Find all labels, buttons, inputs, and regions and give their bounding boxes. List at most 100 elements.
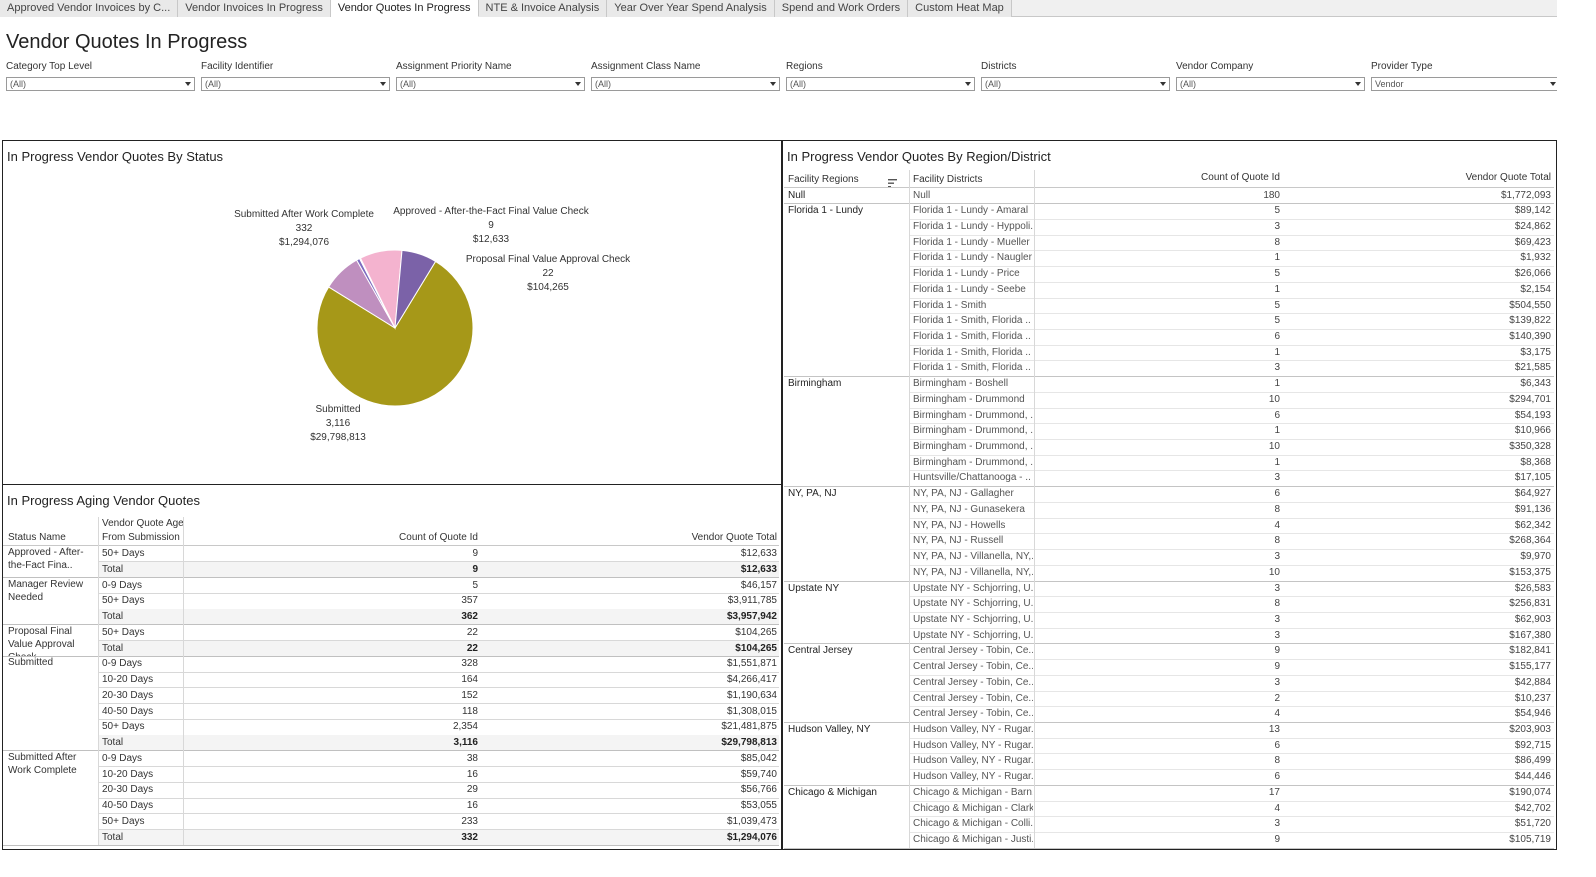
count-value: 118 [462, 705, 478, 717]
district-name: NY, PA, NJ - Villanella, NY,.. [913, 566, 1033, 578]
status-pie-chart[interactable] [3, 141, 782, 485]
total-value: $12,633 [740, 548, 777, 559]
chevron-down-icon[interactable] [965, 82, 971, 86]
total-value: $268,364 [1509, 535, 1551, 547]
row-divider [909, 250, 1554, 252]
age-bucket: 50+ Days [102, 721, 145, 733]
count-value: 6 [1274, 771, 1280, 783]
count-value: 328 [461, 658, 478, 670]
count-value: 29 [466, 784, 478, 796]
chevron-down-icon[interactable] [380, 82, 386, 86]
filter-dropdown[interactable]: (All) [6, 77, 195, 91]
total-value: $1,039,473 [726, 815, 777, 827]
filter-dropdown[interactable]: (All) [396, 77, 585, 91]
count-value: 3 [1274, 472, 1280, 484]
age-bucket: 0-9 Days [102, 658, 143, 670]
chevron-down-icon[interactable] [185, 82, 191, 86]
pie-label-submitted-after-work-complete: Submitted After Work Complete 332 $1,294… [229, 208, 379, 250]
district-name: Birmingham - Drummond, .. [913, 409, 1033, 421]
filter-dropdown[interactable]: (All) [201, 77, 390, 91]
header-status: Status Name [8, 532, 66, 543]
count-value: 9 [472, 548, 478, 559]
row-divider [909, 816, 1554, 818]
age-bucket: Total [102, 563, 124, 575]
total-value: $42,702 [1514, 802, 1551, 814]
district-name: Florida 1 - Smith, Florida .. [913, 346, 1031, 358]
pie-slice-5[interactable] [394, 249, 437, 329]
region-table[interactable]: Facility Regions Facility Districts Count … [784, 170, 1556, 850]
chevron-down-icon[interactable] [1160, 82, 1166, 86]
chevron-down-icon[interactable] [1355, 82, 1361, 86]
district-name: Florida 1 - Lundy - Naugler [913, 252, 1032, 264]
filter-dropdown[interactable]: (All) [1176, 77, 1365, 91]
district-name: Central Jersey - Tobin, Ce.. [913, 692, 1033, 704]
district-name: Hudson Valley, NY - Rugar.. [913, 739, 1033, 751]
count-value: 5 [1274, 315, 1280, 327]
total-value: $26,066 [1514, 268, 1551, 280]
chevron-down-icon[interactable] [575, 82, 581, 86]
pie-label-count: 9 [488, 220, 494, 231]
total-row-shade [98, 561, 779, 578]
total-value: $62,903 [1514, 613, 1551, 625]
district-name: Upstate NY - Schjorring, U.. [913, 629, 1033, 641]
group-divider [3, 655, 779, 657]
right-margin [1557, 0, 1596, 877]
total-value: $44,446 [1514, 771, 1551, 783]
total-value: $10,966 [1514, 425, 1551, 437]
row-divider [909, 690, 1554, 692]
status-name: Proposal Final Value Approval Check [8, 625, 75, 657]
chevron-down-icon[interactable] [1550, 82, 1556, 86]
group-divider [3, 577, 779, 578]
total-value: $64,927 [1514, 488, 1551, 500]
pie-slice-0[interactable] [316, 260, 474, 407]
count-value: 22 [466, 626, 478, 638]
tab-3[interactable]: NTE & Invoice Analysis [478, 0, 608, 17]
filter-dropdown[interactable]: Vendor [1371, 77, 1560, 91]
row-divider [98, 687, 779, 689]
age-bucket: 0-9 Days [102, 579, 143, 591]
tab-0[interactable]: Approved Vendor Invoices by C... [0, 0, 179, 17]
tab-1[interactable]: Vendor Invoices In Progress [178, 0, 331, 17]
chevron-down-icon[interactable] [770, 82, 776, 86]
tab-4[interactable]: Year Over Year Spend Analysis [607, 0, 775, 17]
filter-value: (All) [10, 79, 26, 89]
row-divider [909, 391, 1554, 393]
filter-label: Regions [786, 61, 823, 72]
total-value: $105,719 [1509, 834, 1551, 846]
status-name: Approved - After-the-Fact Fina.. [8, 547, 84, 571]
total-value: $6,343 [1520, 378, 1551, 390]
status-pie-panel: In Progress Vendor Quotes By Status Subm… [2, 140, 782, 485]
count-value: 6 [1274, 488, 1280, 500]
header-count: Count of Quote Id [399, 532, 478, 543]
row-divider [909, 737, 1554, 739]
tab-5[interactable]: Spend and Work Orders [774, 0, 909, 17]
page-title: Vendor Quotes In Progress [6, 31, 248, 53]
count-value: 3 [1274, 551, 1280, 563]
district-name: Central Jersey - Tobin, Ce.. [913, 708, 1033, 720]
sort-icon[interactable] [888, 175, 897, 188]
count-value: 152 [461, 689, 478, 701]
count-value: 332 [461, 831, 478, 843]
district-name: Chicago & Michigan - Colli.. [913, 818, 1033, 830]
total-value: $62,342 [1514, 519, 1551, 531]
filter-dropdown[interactable]: (All) [591, 77, 780, 91]
count-value: 17 [1268, 786, 1280, 798]
filter-dropdown[interactable]: (All) [981, 77, 1170, 91]
tab-6[interactable]: Custom Heat Map [908, 0, 1012, 17]
aging-table[interactable]: Vendor Quote Age From Submission Status N… [3, 517, 781, 849]
filter-4: Regions (All) [786, 61, 975, 91]
row-divider [909, 706, 1554, 708]
count-value: 6 [1274, 330, 1280, 342]
tab-2[interactable]: Vendor Quotes In Progress [330, 0, 479, 17]
total-value: $190,074 [1509, 786, 1551, 798]
row-divider [98, 813, 779, 815]
count-value: 5 [1274, 205, 1280, 217]
total-row-shade [98, 735, 779, 751]
district-name: Florida 1 - Lundy - Mueller [913, 236, 1030, 248]
filter-dropdown[interactable]: (All) [786, 77, 975, 91]
header-total: Vendor Quote Total [691, 532, 777, 543]
filter-3: Assignment Class Name (All) [591, 61, 780, 91]
count-value: 3 [1274, 220, 1280, 232]
count-value: 10 [1268, 441, 1280, 453]
district-name: Florida 1 - Lundy - Hyppoli.. [913, 220, 1033, 232]
